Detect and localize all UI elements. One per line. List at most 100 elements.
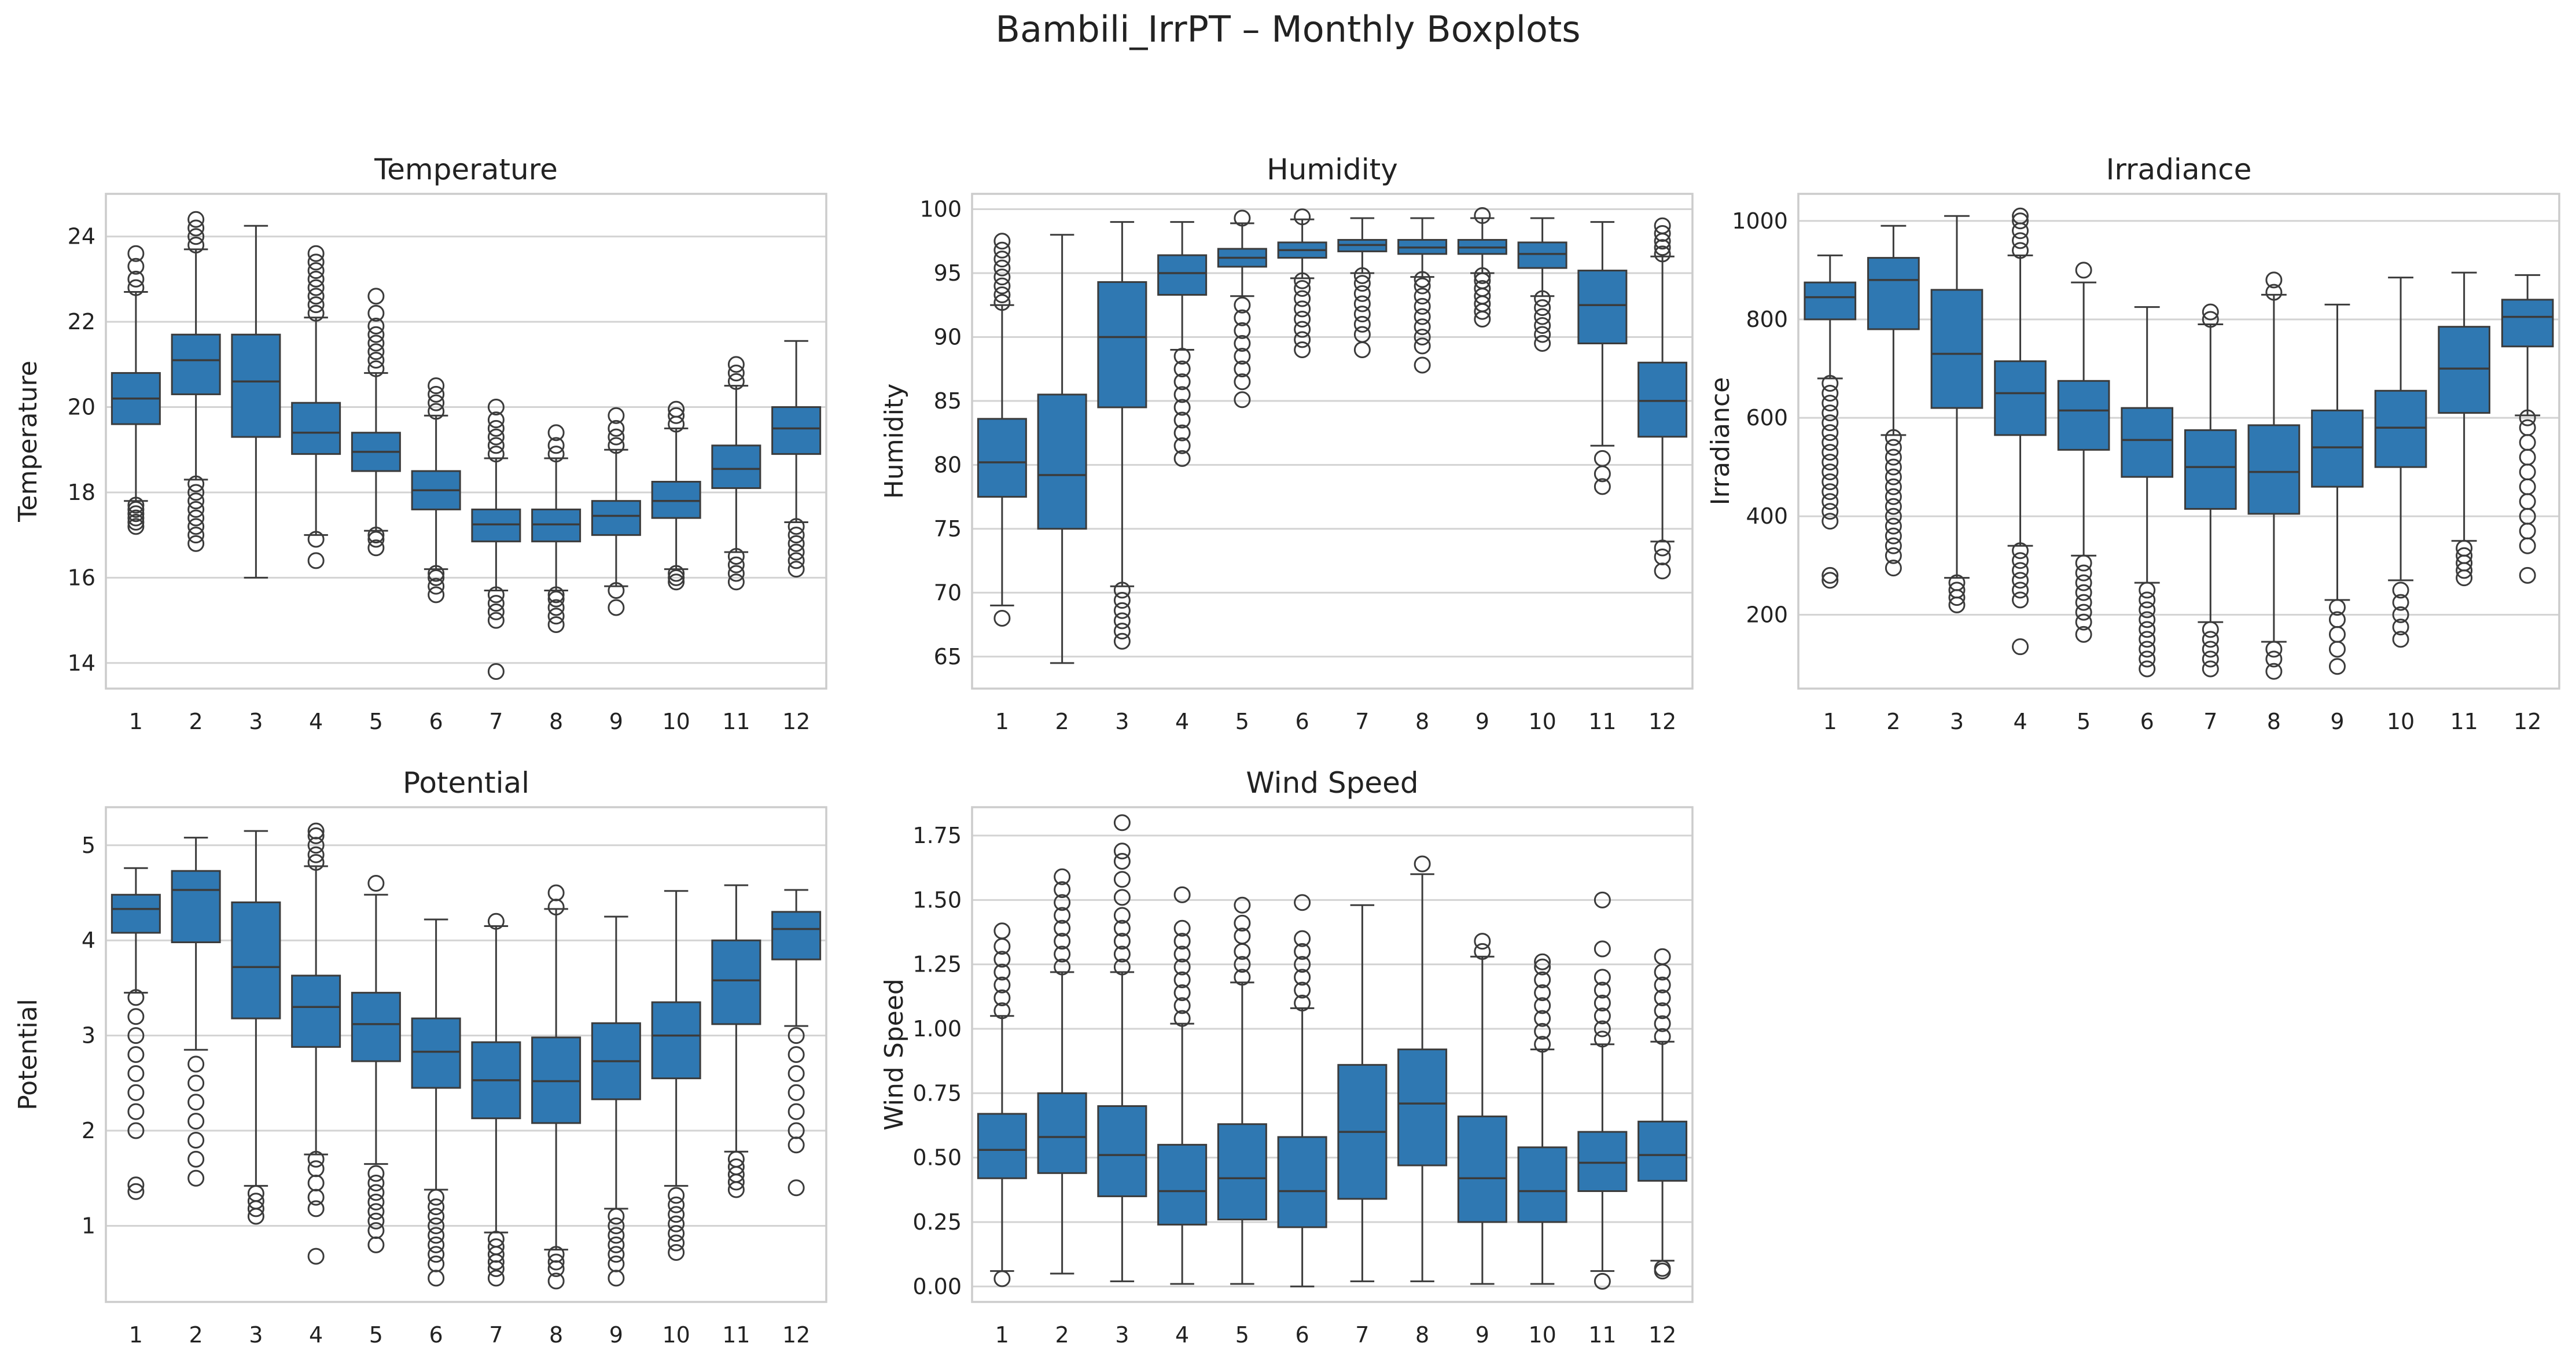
x-tick-label: 5 xyxy=(369,1322,383,1348)
outlier-point xyxy=(2202,631,2219,648)
x-tick-label: 7 xyxy=(1355,709,1369,734)
outlier-point xyxy=(1534,997,1551,1014)
outlier-point xyxy=(1885,537,1902,554)
box-3 xyxy=(1097,221,1147,650)
outlier-point xyxy=(547,586,565,604)
outlier-point xyxy=(127,1046,145,1063)
x-tick-label: 12 xyxy=(2514,709,2541,734)
outlier-point xyxy=(2392,594,2409,611)
box-iqr xyxy=(291,402,341,455)
y-tick-label: 1 xyxy=(82,1213,95,1238)
outlier-point xyxy=(1821,493,1839,510)
y-tick-label: 200 xyxy=(1746,602,1788,627)
outlier-point xyxy=(1534,953,1551,970)
box-7 xyxy=(471,913,521,1287)
outlier-point xyxy=(2012,207,2029,225)
outlier-point xyxy=(993,963,1011,981)
outlier-point xyxy=(1821,375,1839,392)
outlier-point xyxy=(428,565,445,582)
outlier-point xyxy=(1054,894,1071,911)
outlier-point xyxy=(727,373,745,390)
outlier-point xyxy=(2012,638,2029,656)
outlier-point xyxy=(2265,271,2283,289)
outlier-point xyxy=(1054,881,1071,898)
outlier-point xyxy=(1113,814,1131,831)
outlier-point xyxy=(608,407,625,424)
outlier-point xyxy=(608,1270,625,1287)
x-tick-label: 12 xyxy=(782,1322,810,1348)
box-10 xyxy=(1517,217,1567,352)
x-tick-label: 12 xyxy=(782,709,810,734)
outlier-point xyxy=(307,531,325,548)
outlier-point xyxy=(187,219,205,237)
outlier-point xyxy=(127,1103,145,1120)
outlier-point xyxy=(1534,290,1551,307)
outlier-point xyxy=(307,846,325,863)
outlier-point xyxy=(1294,311,1311,328)
outlier-point xyxy=(428,577,445,595)
box-2 xyxy=(1037,234,1087,664)
outlier-point xyxy=(1885,527,1902,544)
outlier-point xyxy=(1885,547,1902,564)
outlier-point xyxy=(2139,641,2156,658)
outlier-point xyxy=(1173,360,1191,378)
outlier-point xyxy=(1173,373,1191,391)
outlier-point xyxy=(1885,478,1902,495)
box-10 xyxy=(651,400,701,591)
outlier-point xyxy=(1294,894,1311,911)
outlier-point xyxy=(2328,641,2346,658)
box-12 xyxy=(771,340,822,578)
outlier-point xyxy=(367,304,385,322)
outlier-point xyxy=(1173,958,1191,976)
outlier-point xyxy=(307,279,325,296)
outlier-point xyxy=(787,1084,805,1101)
y-tick-label: 5 xyxy=(82,833,95,858)
outlier-point xyxy=(1054,868,1071,885)
outlier-point xyxy=(668,1187,685,1204)
box-3 xyxy=(1930,215,1983,613)
outlier-point xyxy=(668,1215,685,1232)
y-tick-label: 1.00 xyxy=(912,1016,962,1042)
outlier-point xyxy=(187,492,205,510)
y-tick-label: 0.25 xyxy=(912,1209,962,1235)
x-tick-label: 11 xyxy=(1588,709,1616,734)
outlier-point xyxy=(307,304,325,322)
outlier-point xyxy=(428,1217,445,1234)
y-tick-label: 16 xyxy=(68,565,95,590)
outlier-point xyxy=(547,1246,565,1263)
outlier-point xyxy=(787,518,805,535)
outlier-point xyxy=(1885,439,1902,456)
outlier-point xyxy=(547,1253,565,1271)
outlier-point xyxy=(1534,334,1551,352)
plot-frame xyxy=(971,193,1694,690)
outlier-point xyxy=(2075,604,2092,621)
box-12 xyxy=(1637,948,1688,1280)
x-tick-label: 11 xyxy=(722,709,750,734)
outlier-point xyxy=(1234,373,1251,391)
outlier-point xyxy=(787,535,805,552)
box-iqr xyxy=(1397,1048,1448,1167)
outlier-point xyxy=(1353,326,1371,343)
outlier-point xyxy=(787,1065,805,1082)
y-tick-label: 1000 xyxy=(1732,208,1788,234)
outlier-point xyxy=(367,360,385,377)
outlier-point xyxy=(1594,1020,1611,1037)
box-6 xyxy=(411,918,461,1287)
box-iqr xyxy=(111,893,161,934)
outlier-point xyxy=(1173,886,1191,903)
outlier-point xyxy=(1948,574,1966,591)
box-iqr xyxy=(1577,270,1628,344)
outlier-point xyxy=(1594,1272,1611,1290)
outlier-point xyxy=(1113,582,1131,599)
x-tick-label: 2 xyxy=(1055,1322,1069,1348)
outlier-point xyxy=(1234,322,1251,339)
outlier-point xyxy=(367,1174,385,1191)
x-tick-label: 7 xyxy=(2203,709,2217,734)
outlier-point xyxy=(2519,448,2536,466)
y-tick-label: 90 xyxy=(934,324,962,349)
outlier-point xyxy=(2139,621,2156,638)
outlier-point xyxy=(187,527,205,544)
box-iqr xyxy=(1517,241,1567,269)
